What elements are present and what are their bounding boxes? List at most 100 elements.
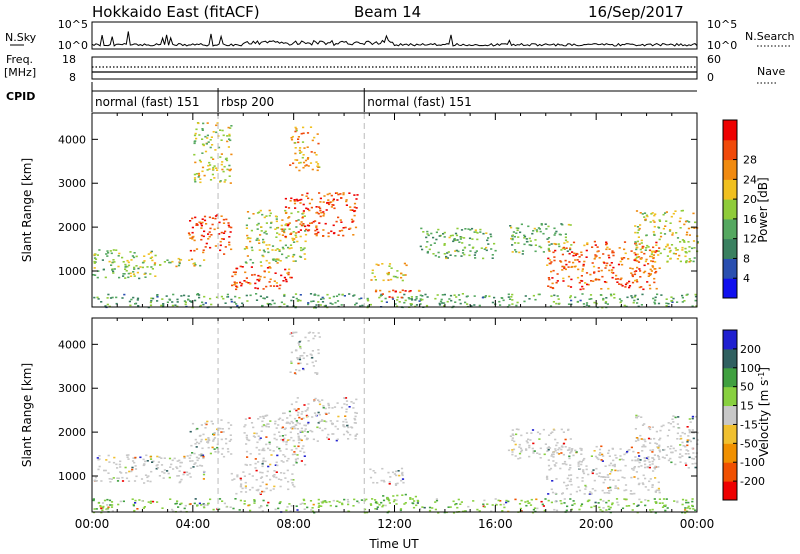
- scatter-cell: [369, 303, 372, 306]
- scatter-cell: [449, 234, 452, 237]
- scatter-cell: [665, 220, 668, 222]
- scatter-cell: [624, 484, 628, 486]
- scatter-cell: [647, 437, 651, 440]
- scatter-cell: [176, 475, 179, 477]
- scatter-cell: [605, 264, 608, 267]
- scatter-cell: [658, 445, 661, 448]
- scatter-cell: [280, 224, 283, 227]
- scatter-cell: [317, 399, 320, 401]
- scatter-cell: [236, 474, 239, 476]
- scatter-cell: [640, 304, 643, 306]
- scatter-cell: [211, 423, 214, 425]
- scatter-cell: [180, 461, 183, 464]
- scatter-cell: [666, 434, 669, 437]
- scatter-cell: [264, 230, 267, 233]
- scatter-cell: [194, 140, 197, 142]
- scatter-cell: [299, 256, 303, 258]
- scatter-cell: [435, 238, 438, 241]
- scatter-cell: [236, 475, 239, 478]
- scatter-cell: [307, 157, 310, 159]
- scatter-cell: [482, 503, 485, 506]
- scatter-cell: [268, 281, 271, 283]
- scatter-cell: [342, 227, 345, 229]
- scatter-cell: [513, 440, 516, 443]
- scatter-cell: [490, 248, 493, 250]
- scatter-cell: [310, 151, 313, 153]
- scatter-cell: [600, 269, 603, 272]
- scatter-cell: [655, 287, 658, 290]
- scatter-cell: [228, 164, 231, 167]
- scatter-cell: [314, 294, 317, 296]
- scatter-cell: [333, 232, 336, 234]
- scatter-cell: [657, 254, 660, 256]
- scatter-cell: [428, 509, 432, 512]
- scatter-cell: [658, 449, 661, 451]
- scatter-cell: [303, 352, 306, 354]
- scatter-cell: [295, 226, 298, 228]
- scatter-cell: [686, 444, 689, 447]
- scatter-cell: [285, 223, 288, 225]
- scatter-cell: [230, 424, 233, 426]
- scatter-cell: [226, 135, 229, 137]
- scatter-cell: [262, 238, 265, 241]
- freq-left-tick-bottom: 8: [69, 71, 76, 84]
- scatter-cell: [517, 457, 520, 460]
- scatter-cell: [687, 227, 690, 230]
- scatter-cell: [655, 241, 658, 244]
- scatter-cell: [291, 255, 295, 258]
- scatter-cell: [566, 250, 569, 252]
- scatter-cell: [197, 176, 200, 178]
- scatter-cell: [259, 485, 262, 487]
- scatter-cell: [534, 244, 537, 246]
- scatter-cell: [607, 476, 610, 478]
- scatter-cell: [223, 181, 226, 183]
- scatter-cell: [208, 161, 211, 164]
- scatter-cell: [685, 260, 688, 262]
- scatter-cell: [519, 231, 522, 234]
- scatter-cell: [459, 503, 462, 505]
- scatter-cell: [345, 430, 349, 433]
- scatter-cell: [106, 504, 109, 506]
- scatter-cell: [264, 415, 267, 417]
- scatter-cell: [390, 278, 393, 281]
- scatter-cell: [195, 137, 198, 140]
- scatter-cell: [230, 472, 233, 475]
- scatter-cell: [602, 500, 605, 502]
- scatter-cell: [601, 460, 604, 462]
- scatter-cell: [314, 414, 318, 417]
- scatter-cell: [219, 240, 222, 243]
- scatter-cell: [263, 297, 266, 300]
- scatter-cell: [685, 261, 688, 263]
- scatter-cell: [350, 401, 353, 403]
- scatter-cell: [611, 250, 614, 252]
- scatter-cell: [214, 217, 217, 220]
- scatter-cell: [97, 468, 100, 471]
- scatter-cell: [304, 428, 307, 430]
- scatter-cell: [671, 301, 674, 303]
- scatter-cell: [335, 439, 338, 442]
- scatter-cell: [354, 415, 357, 418]
- scatter-cell: [654, 477, 657, 479]
- scatter-cell: [291, 239, 295, 241]
- scatter-cell: [326, 193, 329, 196]
- scatter-cell: [314, 229, 317, 232]
- scatter-cell: [262, 288, 265, 290]
- scatter-cell: [464, 228, 467, 230]
- scatter-cell: [679, 435, 682, 437]
- scatter-cell: [570, 266, 573, 268]
- scatter-cell: [685, 251, 688, 254]
- scatter-cell: [409, 303, 412, 305]
- scatter-cell: [692, 240, 696, 242]
- scatter-cell: [547, 241, 550, 243]
- scatter-cell: [150, 250, 153, 253]
- scatter-cell: [531, 232, 534, 235]
- scatter-cell: [694, 221, 697, 224]
- scatter-cell: [268, 262, 271, 264]
- scatter-cell: [536, 431, 540, 434]
- scatter-cell: [294, 147, 297, 149]
- scatter-cell: [463, 253, 466, 256]
- scatter-cell: [225, 218, 228, 221]
- scatter-cell: [337, 415, 340, 418]
- scatter-cell: [550, 270, 553, 273]
